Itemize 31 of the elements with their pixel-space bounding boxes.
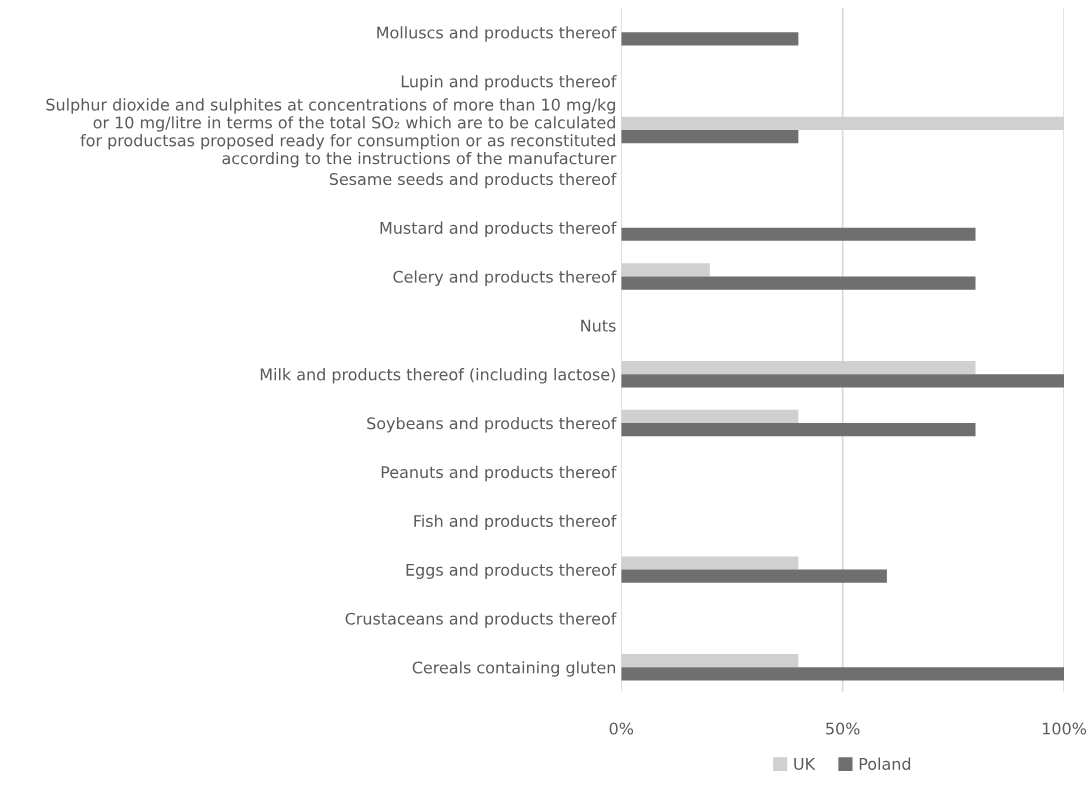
bar: [621, 129, 799, 144]
y-tick-label: Sulphur dioxide and sulphites at concentrations of more than 10 mg/kg or 10 mg/litre in terms of the total SO₂ which are to be calculated for productsas proposed ready for consumption or as reconstituted according to the instructions of the manufacturer: [46, 98, 617, 168]
y-tick-label: Cereals containing gluten: [412, 661, 616, 677]
x-tick-label: 100%: [1042, 722, 1087, 735]
bar: [621, 227, 976, 241]
bar: [621, 374, 1065, 388]
legend-label: UK: [794, 758, 816, 770]
y-tick-label: Mustard and products thereof: [380, 221, 617, 238]
bar: [621, 276, 976, 290]
x-tick-label: 0%: [609, 722, 634, 735]
y-tick-label: Molluscs and products thereof: [377, 26, 617, 42]
y-tick-label: Crustaceans and products thereof: [345, 612, 617, 628]
bar: [621, 423, 976, 437]
y-tick-label: Fish and products thereof: [414, 514, 617, 531]
bar: [621, 569, 887, 583]
bar: [621, 667, 1065, 681]
y-tick-label: Nuts: [581, 319, 616, 332]
legend-label: Poland: [859, 757, 911, 770]
y-tick-label: Milk and products thereof (including lactose): [260, 368, 616, 384]
x-tick-label: 50%: [826, 722, 860, 735]
bar: [621, 654, 799, 668]
bar: [621, 409, 799, 424]
y-tick-label: Celery and products thereof: [393, 270, 617, 286]
y-tick-label: Sesame seeds and products thereof: [329, 172, 617, 189]
bar: [621, 263, 710, 277]
bar: [621, 556, 799, 570]
y-tick-label: Peanuts and products thereof: [381, 465, 617, 482]
y-tick-label: Lupin and products thereof: [401, 75, 617, 91]
y-tick-label: Eggs and products thereof: [406, 563, 617, 579]
bar: [621, 32, 799, 46]
y-tick-label: Soybeans and products thereof: [367, 416, 617, 433]
